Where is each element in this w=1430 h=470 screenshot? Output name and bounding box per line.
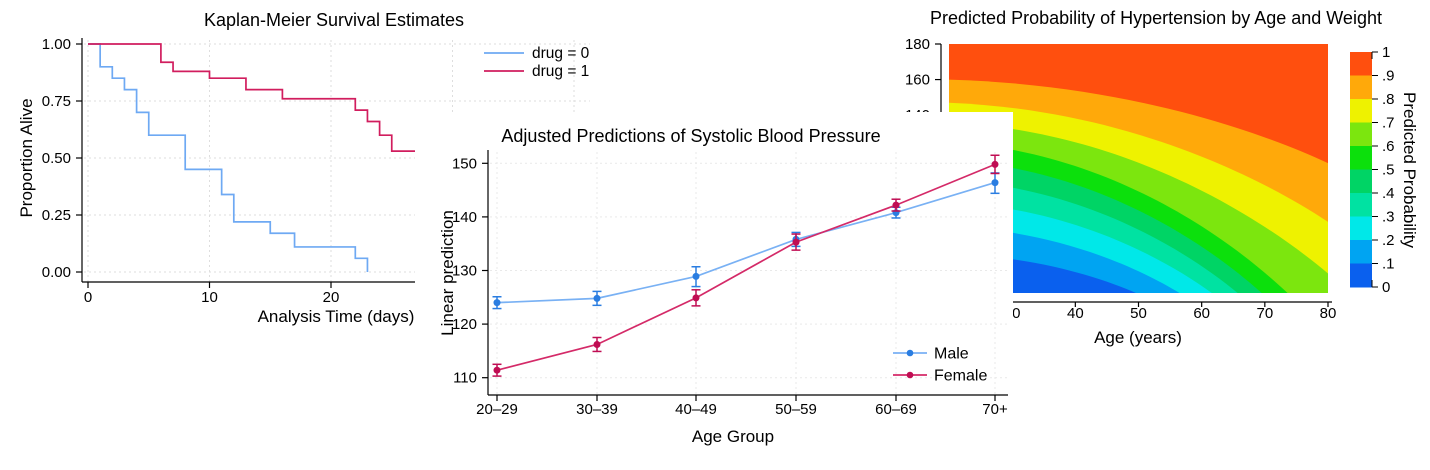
- colorbar-tick-label: .5: [1382, 162, 1395, 179]
- colorbar-cell: [1350, 52, 1372, 76]
- km-ytick-label: 1.00: [42, 36, 71, 53]
- colorbar-tick-label: .3: [1382, 209, 1395, 226]
- km-legend-label: drug = 0: [532, 45, 590, 62]
- bp-legend-marker: [906, 349, 914, 357]
- contour-xtick-label: 80: [1320, 305, 1337, 322]
- colorbar-tick-label: .2: [1382, 232, 1395, 249]
- km-xtick-label: 10: [201, 289, 218, 306]
- bp-ytick-label: 120: [452, 316, 477, 333]
- contour-xtick-label: 70: [1256, 305, 1273, 322]
- contour-xtick-label: 50: [1130, 305, 1147, 322]
- km-xtick-label: 0: [84, 289, 92, 306]
- contour-ytick-label: 160: [905, 72, 930, 89]
- km-ytick-label: 0.75: [42, 93, 71, 110]
- bp-legend-label: Male: [934, 346, 969, 363]
- contour-xaxis-title: Age (years): [1094, 328, 1182, 347]
- bp-marker-female: [692, 294, 700, 302]
- bp-ytick-label: 150: [452, 155, 477, 172]
- colorbar-title: Predicted Probability: [1400, 92, 1419, 248]
- bp-axes: 110 120 130 140 150 20–29 30–39 40–49 50–59 60–69…: [452, 150, 1008, 418]
- bp-legend-marker: [906, 371, 914, 379]
- bp-series: [492, 154, 1000, 377]
- bp-marker-female: [593, 340, 601, 348]
- colorbar-cell: [1350, 263, 1372, 288]
- colorbar-cell: [1350, 75, 1372, 100]
- km-legend-label: drug = 1: [532, 63, 589, 80]
- bp-xtick-label: 50–59: [775, 401, 817, 418]
- colorbar-tick-label: .7: [1382, 115, 1395, 132]
- colorbar-tick-label: .9: [1382, 68, 1395, 85]
- bp-marker-female: [892, 201, 900, 209]
- contour-ytick-label: 180: [905, 36, 930, 53]
- km-ytick-label: 0.00: [42, 264, 71, 281]
- bp-title: Adjusted Predictions of Systolic Blood P…: [501, 126, 880, 146]
- bp-xtick-label: 70+: [982, 401, 1008, 418]
- colorbar-tick-label: .4: [1382, 185, 1395, 202]
- bp-legend: Male Female: [893, 346, 987, 385]
- colorbar-cell: [1350, 169, 1372, 194]
- colorbar-cell: [1350, 122, 1372, 147]
- bp-xaxis-title: Age Group: [692, 427, 774, 446]
- colorbar-tick-label: .6: [1382, 138, 1395, 155]
- bp-marker-male: [991, 179, 999, 187]
- bp-marker-male: [493, 299, 501, 307]
- bp-ytick-label: 110: [453, 370, 477, 387]
- bp-marker-female: [493, 366, 501, 374]
- contour-xtick-label: 40: [1067, 305, 1084, 322]
- colorbar-cell: [1350, 99, 1372, 123]
- colorbar-tick-label: 1: [1382, 44, 1390, 61]
- bp-xtick-label: 40–49: [675, 401, 717, 418]
- bp-gridlines: [490, 152, 1008, 395]
- colorbar-cell: [1350, 193, 1372, 217]
- contour-xtick-label: 60: [1193, 305, 1210, 322]
- km-xaxis-title: Analysis Time (days): [258, 307, 415, 326]
- colorbar-tick-label: .1: [1382, 256, 1395, 273]
- km-xtick-label: 20: [323, 289, 340, 306]
- km-step-line-drug0: [88, 43, 369, 272]
- bp-xtick-label: 60–69: [875, 401, 917, 418]
- bp-line-male: [496, 181, 996, 304]
- colorbar-tick-label: .8: [1382, 91, 1395, 108]
- bp-marker-male: [593, 294, 601, 302]
- km-step-line-drug1: [88, 43, 419, 153]
- contour-title: Predicted Probability of Hypertension by…: [930, 8, 1382, 28]
- bp-xtick-label: 20–29: [476, 401, 518, 418]
- bp-yaxis-title: Linear prediction: [438, 210, 457, 336]
- bp-ytick-label: 140: [452, 209, 477, 226]
- km-series: [88, 43, 419, 272]
- bp-xtick-label: 30–39: [576, 401, 618, 418]
- bp-svg: 110 120 130 140 150 20–29 30–39 40–49 50–59 60–69…: [438, 126, 1008, 446]
- colorbar-cell: [1350, 216, 1372, 241]
- bp-line-female: [496, 163, 996, 372]
- bp-ytick-label: 130: [452, 263, 477, 280]
- km-ytick-label: 0.50: [42, 150, 71, 167]
- colorbar-cell: [1350, 240, 1372, 264]
- bp-legend-label: Female: [934, 368, 987, 385]
- km-ytick-label: 0.25: [42, 207, 71, 224]
- bp-marker-female: [792, 238, 800, 246]
- km-title: Kaplan-Meier Survival Estimates: [204, 10, 464, 30]
- bp-marker-female: [991, 160, 999, 168]
- bp-predictions-chart: 110 120 130 140 150 20–29 30–39 40–49 50–59 60–69…: [415, 112, 1013, 470]
- contour-colorbar: 0 .1 .2 .3 .4 .5 .6 .7 .8 .9 1: [1350, 44, 1395, 296]
- bp-marker-male: [692, 272, 700, 280]
- km-yaxis-title: Proportion Alive: [17, 98, 36, 217]
- colorbar-cell: [1350, 146, 1372, 170]
- colorbar-tick-label: 0: [1382, 279, 1390, 296]
